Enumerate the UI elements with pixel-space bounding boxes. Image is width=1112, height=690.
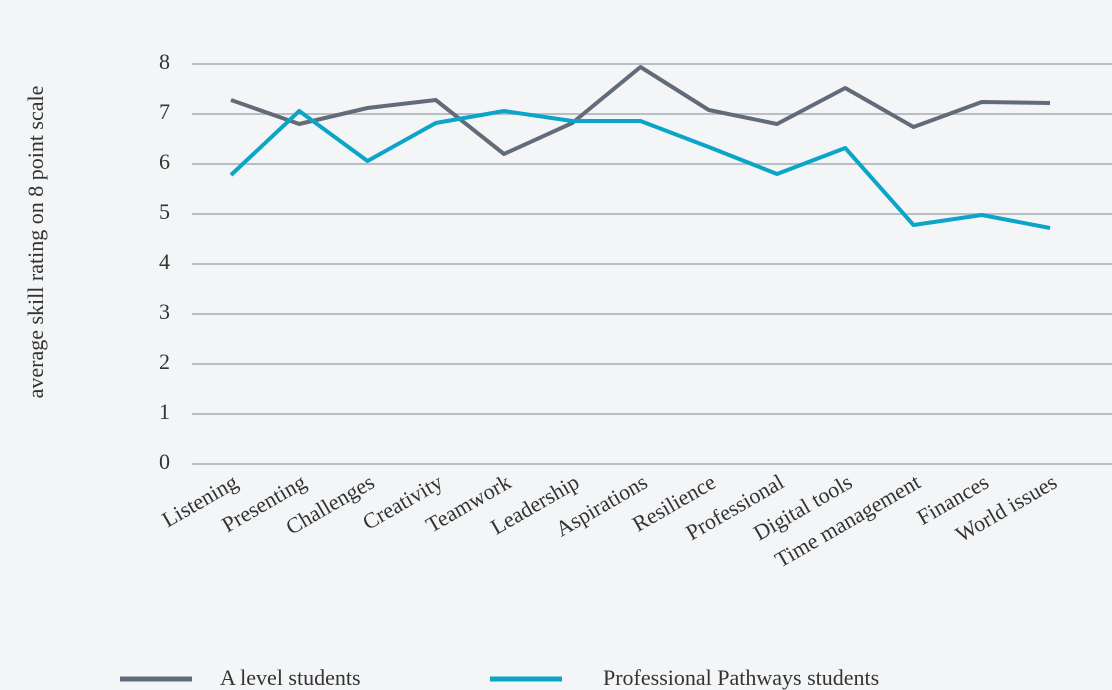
series-line xyxy=(230,65,1051,156)
legend-label: A level students xyxy=(220,665,361,690)
y-tick-label: 1 xyxy=(159,399,170,424)
y-tick-label: 8 xyxy=(159,49,170,74)
y-tick-label: 0 xyxy=(159,449,170,474)
y-tick-label: 5 xyxy=(159,199,170,224)
y-tick-label: 4 xyxy=(159,249,170,274)
series-line xyxy=(229,109,1051,230)
y-tick-label: 3 xyxy=(159,299,170,324)
y-tick-label: 6 xyxy=(159,149,170,174)
y-tick-label: 7 xyxy=(159,99,170,124)
legend-label: Professional Pathways students xyxy=(603,665,879,690)
y-tick-label: 2 xyxy=(159,349,170,374)
y-axis-label: average skill rating on 8 point scale xyxy=(23,86,48,399)
